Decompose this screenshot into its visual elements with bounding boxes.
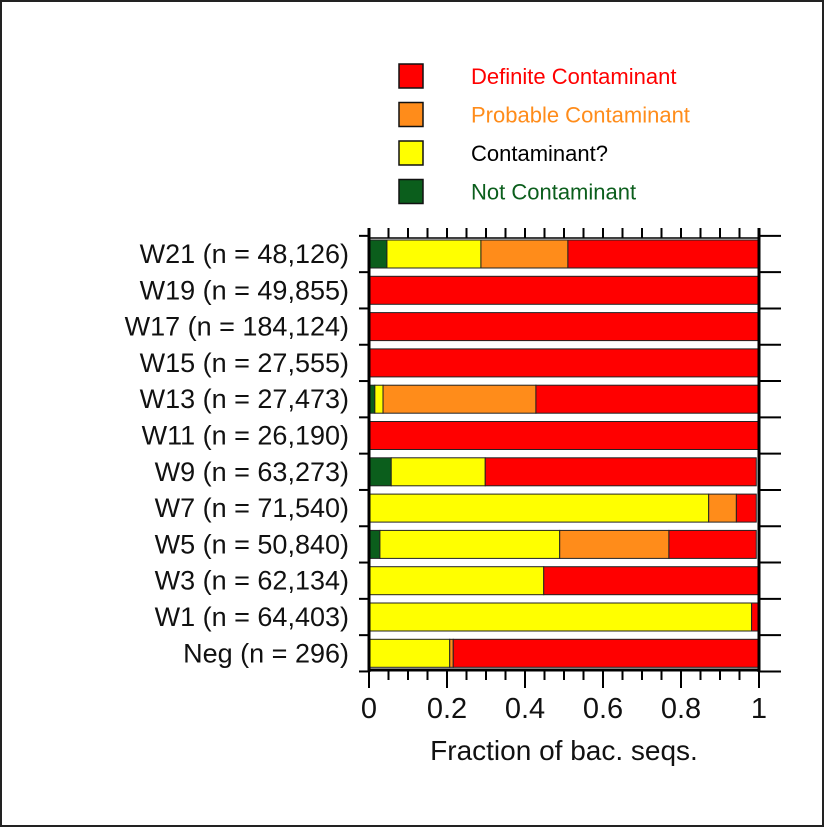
bars	[368, 239, 760, 668]
legend-label: Not Contaminant	[471, 180, 636, 205]
bar-segment	[368, 275, 760, 305]
x-tick-label: 0.8	[661, 693, 701, 725]
bar-segment	[559, 529, 670, 559]
legend-swatch	[398, 101, 424, 128]
axes	[359, 228, 781, 688]
legend-label: Contaminant?	[471, 141, 608, 166]
legend-swatch	[398, 63, 424, 89]
bar-segment	[368, 529, 381, 559]
y-tick-label: W3 (n = 62,134)	[155, 566, 349, 596]
y-tick-label: W5 (n = 50,840)	[155, 529, 349, 559]
bar-segment	[368, 493, 710, 523]
x-tick-label: 0.2	[427, 693, 467, 725]
y-tick-labels: W21 (n = 48,126) W19 (n = 49,855) W17 (n =…	[125, 239, 349, 668]
bar-segment	[480, 239, 569, 269]
bar-segment	[368, 421, 760, 450]
bar-segment	[368, 312, 760, 342]
bar-segment	[368, 638, 451, 668]
bar-segment	[735, 493, 757, 523]
legend-swatch	[398, 140, 424, 166]
legend-swatch	[398, 178, 424, 205]
legend-label: Definite Contaminant	[471, 64, 676, 89]
x-tick-label: 1	[751, 693, 767, 725]
x-tick-label: 0.4	[505, 693, 545, 725]
bar-segment	[567, 239, 760, 269]
bar-segment	[452, 638, 760, 668]
y-tick-label: W11 (n = 26,190)	[142, 421, 349, 451]
x-tick-label: 0	[361, 693, 377, 725]
x-tick-labels: 0 0.2 0.4 0.6 0.8 1	[361, 693, 767, 725]
y-tick-label: W19 (n = 49,855)	[140, 275, 349, 305]
y-tick-label: W1 (n = 64,403)	[155, 602, 349, 632]
y-tick-label: W21 (n = 48,126)	[140, 239, 349, 269]
x-tick-label: 0.6	[583, 693, 623, 725]
bar-segment	[368, 602, 753, 632]
bar-segment	[368, 239, 388, 269]
legend-label: Probable Contaminant	[471, 103, 690, 128]
bar-segment	[708, 493, 737, 523]
bar-segment	[382, 384, 537, 414]
bar-segment	[484, 457, 757, 487]
bar-segment	[379, 529, 561, 559]
bar-segment	[374, 384, 384, 414]
bar-segment	[668, 529, 757, 559]
x-axis-label: Fraction of bac. seqs.	[430, 735, 698, 766]
bar-segment	[449, 638, 454, 668]
bar-segment	[368, 457, 392, 487]
y-tick-label: W13 (n = 27,473)	[140, 384, 349, 414]
bar-segment	[543, 566, 760, 596]
y-tick-label: W15 (n = 27,555)	[140, 348, 349, 378]
y-tick-label: Neg (n = 296)	[183, 638, 349, 668]
bar-segment	[368, 348, 760, 378]
bar-segment	[390, 457, 486, 487]
bar-segment	[535, 384, 760, 414]
bar-segment	[386, 239, 482, 269]
bar-segment	[368, 566, 545, 596]
y-tick-label: W17 (n = 184,124)	[125, 312, 349, 342]
y-tick-label: W7 (n = 71,540)	[155, 493, 349, 523]
y-tick-label: W9 (n = 63,273)	[155, 457, 349, 487]
legend: Definite Contaminant Probable Contaminant…	[398, 63, 690, 205]
